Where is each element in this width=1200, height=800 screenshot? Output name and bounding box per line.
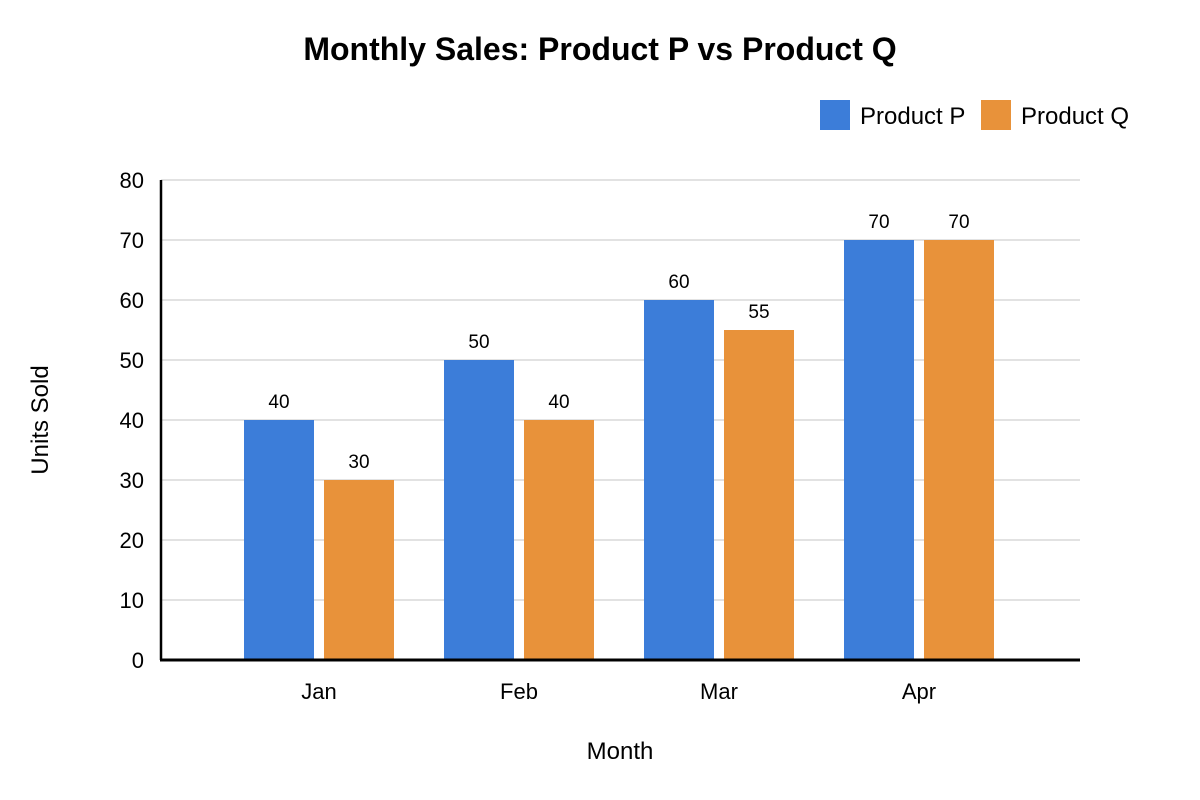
data-label: 70 — [948, 212, 969, 233]
bar — [444, 360, 514, 660]
legend: Product P Product Q — [820, 100, 1129, 130]
bar — [924, 240, 994, 660]
x-tick-label: Jan — [301, 679, 336, 704]
data-labels: 40 30 50 40 60 55 70 70 — [268, 212, 969, 473]
y-tick-label: 80 — [120, 168, 144, 193]
bar — [524, 420, 594, 660]
y-axis-label: Units Sold — [27, 365, 54, 474]
bar — [844, 240, 914, 660]
legend-swatch-product-p — [820, 100, 850, 130]
bar — [324, 480, 394, 660]
y-tick-label: 0 — [132, 648, 144, 673]
data-label: 40 — [268, 392, 289, 413]
y-tick-label: 40 — [120, 408, 144, 433]
gridlines — [161, 179, 1080, 601]
x-tick-label: Apr — [902, 679, 936, 704]
y-tick-labels: 0 10 20 30 40 50 60 70 80 — [120, 168, 144, 673]
data-label: 55 — [748, 302, 769, 323]
legend-label-product-q: Product Q — [1021, 103, 1129, 130]
data-label: 60 — [668, 272, 689, 293]
legend-swatch-product-q — [981, 100, 1011, 130]
x-tick-labels: Jan Feb Mar Apr — [301, 679, 936, 704]
y-tick-label: 50 — [120, 348, 144, 373]
y-tick-label: 60 — [120, 288, 144, 313]
bars — [244, 240, 994, 660]
chart-title: Monthly Sales: Product P vs Product Q — [303, 31, 896, 67]
x-tick-label: Mar — [700, 679, 738, 704]
y-tick-label: 20 — [120, 528, 144, 553]
legend-label-product-p: Product P — [860, 103, 965, 130]
bar — [244, 420, 314, 660]
bar — [644, 300, 714, 660]
data-label: 50 — [468, 332, 489, 353]
data-label: 70 — [868, 212, 889, 233]
data-label: 30 — [348, 452, 369, 473]
axes — [159, 180, 1080, 662]
y-tick-label: 10 — [120, 588, 144, 613]
y-tick-label: 70 — [120, 228, 144, 253]
x-tick-label: Feb — [500, 679, 538, 704]
bar — [724, 330, 794, 660]
y-tick-label: 30 — [120, 468, 144, 493]
x-axis-label: Month — [587, 738, 654, 765]
data-label: 40 — [548, 392, 569, 413]
